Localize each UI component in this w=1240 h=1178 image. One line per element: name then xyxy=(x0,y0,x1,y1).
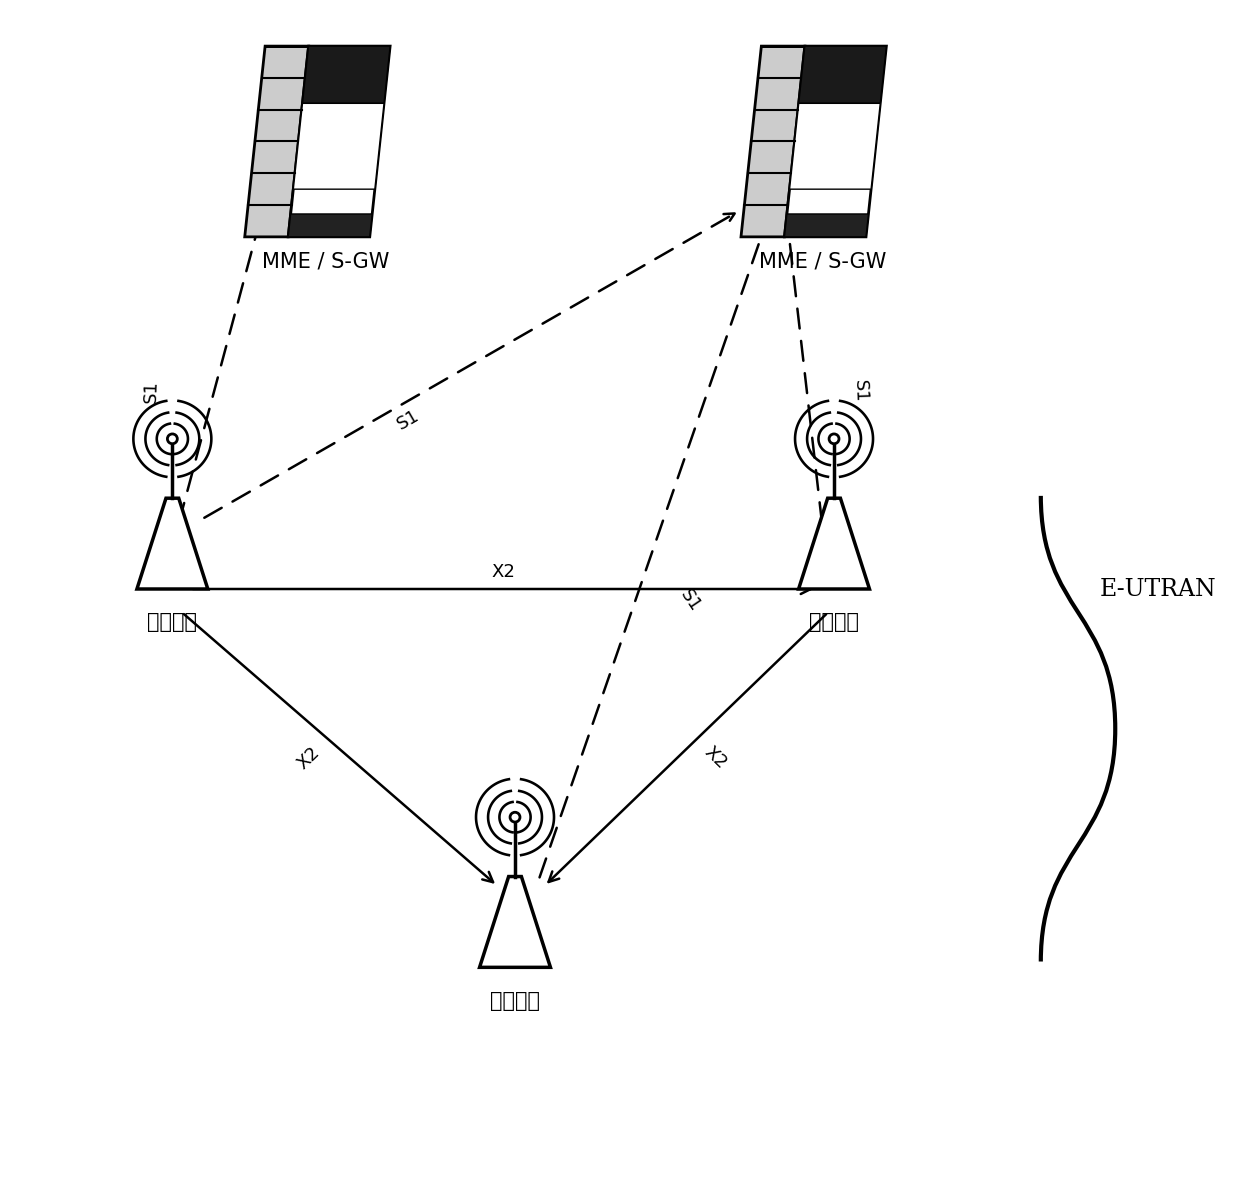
Polygon shape xyxy=(785,46,887,237)
Text: 演进基站: 演进基站 xyxy=(808,613,859,633)
Polygon shape xyxy=(790,104,880,190)
Text: 演进基站: 演进基站 xyxy=(148,613,197,633)
Text: MME / S-GW: MME / S-GW xyxy=(759,251,885,271)
Polygon shape xyxy=(480,876,551,967)
Text: MME / S-GW: MME / S-GW xyxy=(263,251,389,271)
Circle shape xyxy=(830,434,839,444)
Text: 演进基站: 演进基站 xyxy=(490,991,539,1011)
Circle shape xyxy=(510,813,520,822)
Text: X2: X2 xyxy=(701,743,730,773)
Text: S1: S1 xyxy=(141,379,160,403)
Polygon shape xyxy=(785,214,868,237)
Text: E-UTRAN: E-UTRAN xyxy=(1100,577,1216,601)
Text: S1: S1 xyxy=(676,587,704,615)
Polygon shape xyxy=(742,46,805,237)
Text: X2: X2 xyxy=(491,563,515,581)
Polygon shape xyxy=(799,46,887,104)
Polygon shape xyxy=(303,46,391,104)
Polygon shape xyxy=(244,46,309,237)
Polygon shape xyxy=(288,214,372,237)
Polygon shape xyxy=(136,498,208,589)
Polygon shape xyxy=(288,46,391,237)
Polygon shape xyxy=(294,104,384,190)
Text: S1: S1 xyxy=(851,379,869,403)
Text: X2: X2 xyxy=(294,743,324,773)
Text: S1: S1 xyxy=(394,406,423,434)
Polygon shape xyxy=(799,498,869,589)
Circle shape xyxy=(167,434,177,444)
